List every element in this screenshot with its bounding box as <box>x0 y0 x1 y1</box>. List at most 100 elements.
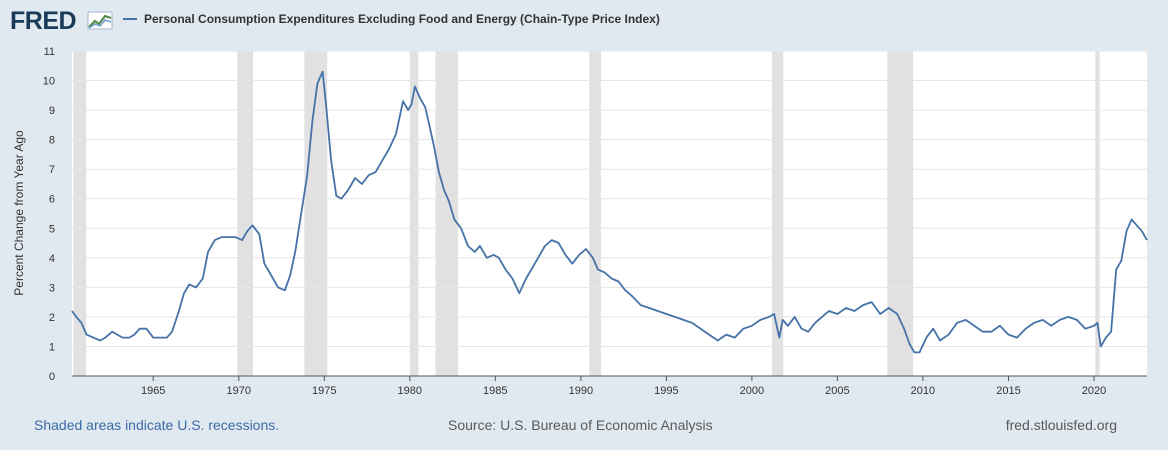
data-point <box>330 159 333 162</box>
data-point <box>92 336 95 339</box>
fred-logo[interactable]: FRED <box>10 7 113 35</box>
data-point <box>1145 239 1148 242</box>
data-point <box>201 277 204 280</box>
data-point <box>1130 218 1133 221</box>
data-point <box>956 321 959 324</box>
data-point <box>947 333 950 336</box>
data-point <box>374 171 377 174</box>
data-point <box>673 315 676 318</box>
data-point <box>610 277 613 280</box>
data-point <box>413 85 416 88</box>
data-point <box>1015 336 1018 339</box>
data-point <box>531 265 534 268</box>
data-point <box>289 274 292 277</box>
data-point <box>220 236 223 239</box>
data-point <box>321 70 324 73</box>
data-point <box>518 292 521 295</box>
legend: Personal Consumption Expenditures Exclud… <box>123 12 660 26</box>
y-tick-label-11: 11 <box>44 46 55 58</box>
data-point <box>525 277 528 280</box>
data-point <box>133 333 136 336</box>
x-axis-ticks: 1965 1970 1975 1980 1985 1990 1995 2000 2005 2010… <box>141 376 1106 397</box>
data-point <box>981 330 984 333</box>
x-tick-label-1970: 1970 <box>227 385 251 397</box>
data-point <box>111 330 114 333</box>
data-point <box>591 256 594 259</box>
data-point <box>682 318 685 321</box>
x-tick-label-1990: 1990 <box>569 385 593 397</box>
data-point <box>270 274 273 277</box>
recession-band-2 <box>304 51 328 376</box>
plot-area <box>72 51 1147 376</box>
site-link[interactable]: fred.stlouisfed.org <box>1005 417 1117 433</box>
source-note: Source: U.S. Bureau of Economic Analysis <box>448 417 713 433</box>
data-point <box>1067 315 1070 318</box>
data-point <box>690 321 693 324</box>
data-point <box>1115 268 1118 271</box>
x-tick-label-2000: 2000 <box>740 385 764 397</box>
data-point <box>85 333 88 336</box>
data-point <box>159 336 162 339</box>
data-point <box>234 236 237 239</box>
data-point <box>537 256 540 259</box>
gridlines <box>72 50 1147 347</box>
x-tick-label-2015: 2015 <box>996 385 1020 397</box>
data-point <box>194 286 197 289</box>
data-point <box>603 271 606 274</box>
data-point <box>121 336 124 339</box>
recession-band-8 <box>1095 51 1100 376</box>
data-point <box>807 330 810 333</box>
data-point <box>1120 259 1123 262</box>
data-point <box>564 253 567 256</box>
data-point <box>853 309 856 312</box>
data-point <box>571 262 574 265</box>
y-tick-label-4: 4 <box>49 253 55 265</box>
data-point <box>557 241 560 244</box>
data-point <box>227 236 230 239</box>
data-point <box>1084 327 1087 330</box>
data-point <box>1104 336 1107 339</box>
data-point <box>800 327 803 330</box>
data-point <box>485 256 488 259</box>
data-point <box>793 315 796 318</box>
data-point <box>388 147 391 150</box>
data-point <box>896 312 899 315</box>
data-point <box>708 333 711 336</box>
data-point <box>998 324 1001 327</box>
data-point <box>427 120 430 123</box>
data-point <box>1075 318 1078 321</box>
data-point <box>814 321 817 324</box>
data-point <box>171 330 174 333</box>
data-point <box>964 318 967 321</box>
data-point <box>1110 330 1113 333</box>
data-point <box>1140 230 1143 233</box>
data-point <box>424 106 427 109</box>
data-point <box>258 233 261 236</box>
data-point <box>932 327 935 330</box>
data-point <box>596 268 599 271</box>
data-point <box>584 247 587 250</box>
data-point <box>407 109 410 112</box>
data-point <box>246 230 249 233</box>
data-point <box>453 218 456 221</box>
data-point <box>277 286 280 289</box>
y-axis-ticks: 0 1 2 3 4 5 6 7 8 9 10 11 <box>43 46 55 383</box>
data-point <box>145 327 148 330</box>
y-tick-label-2: 2 <box>49 312 55 324</box>
data-point <box>360 182 363 185</box>
data-point <box>827 309 830 312</box>
data-point <box>340 197 343 200</box>
x-tick-label-1995: 1995 <box>654 385 678 397</box>
data-point <box>442 188 445 191</box>
recessions-note[interactable]: Shaded areas indicate U.S. recessions. <box>34 417 280 433</box>
y-tick-label-1: 1 <box>49 342 55 354</box>
data-point <box>750 324 753 327</box>
data-point <box>781 318 784 321</box>
data-point <box>152 336 155 339</box>
data-point <box>466 244 469 247</box>
data-point <box>1050 324 1053 327</box>
data-point <box>241 239 244 242</box>
recession-band-0 <box>73 51 87 376</box>
recession-band-5 <box>589 51 601 376</box>
